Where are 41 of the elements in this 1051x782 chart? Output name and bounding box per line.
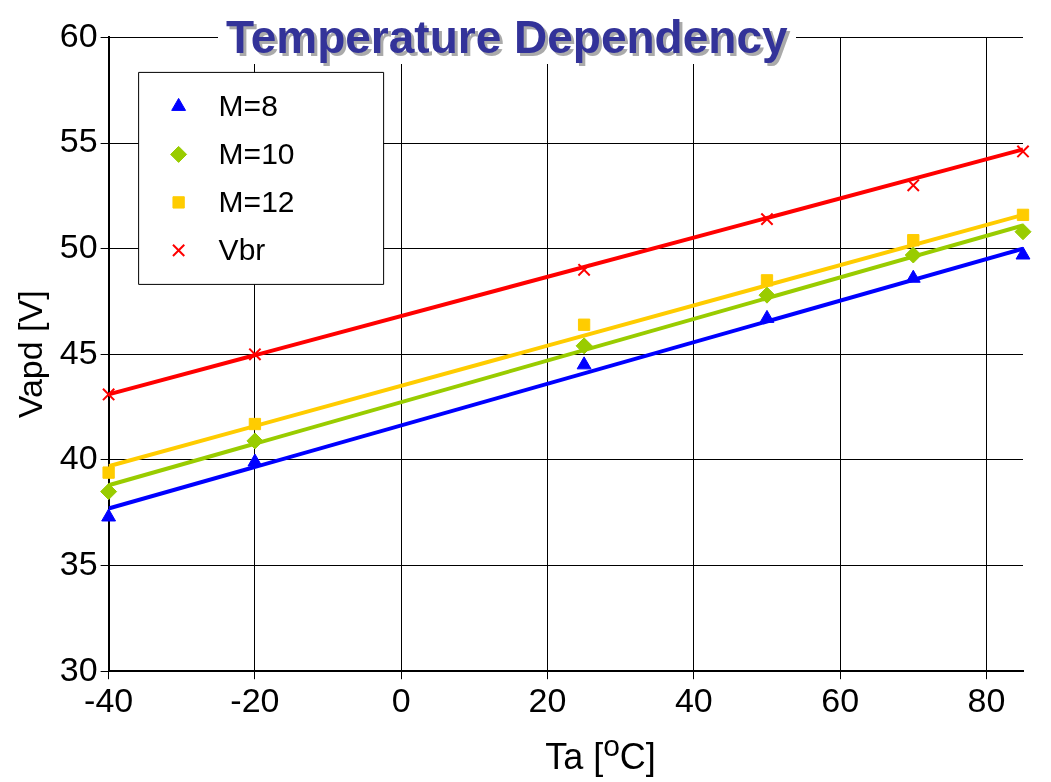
point: [1014, 223, 1032, 241]
point: [758, 286, 776, 304]
y-axis-title: Vapd [V]: [10, 290, 49, 419]
point: [101, 387, 116, 402]
legend-label: M=10: [218, 136, 295, 170]
point: [246, 432, 264, 450]
x-tick-label: 80: [967, 680, 1006, 719]
legend-label: M=8: [218, 88, 278, 122]
x-tick-label: -20: [230, 680, 280, 719]
y-tick-label: 40: [59, 438, 98, 477]
chart-title: Temperature Dependency: [218, 10, 796, 64]
y-tick-label: 55: [59, 121, 98, 160]
point: [1016, 208, 1030, 222]
x-axis-title: Ta [$^{o}$C]: [544, 728, 657, 777]
point: [760, 212, 774, 226]
point: [1015, 246, 1031, 260]
point: [102, 466, 115, 479]
point: [907, 234, 920, 247]
point: [576, 356, 592, 370]
point: [247, 453, 263, 467]
point: [904, 246, 922, 264]
point: [577, 318, 591, 331]
x-tick-label: 40: [674, 680, 713, 719]
y-tick-label: 50: [59, 227, 98, 266]
x-tick-label: 20: [528, 680, 567, 719]
point: [248, 347, 262, 361]
point: [575, 337, 593, 355]
point: [760, 274, 774, 287]
y-tick-label: 35: [59, 543, 98, 582]
point: [101, 508, 117, 522]
point: [100, 483, 118, 501]
point: [248, 417, 262, 431]
y-tick-label: 60: [59, 15, 98, 54]
point: [1016, 144, 1030, 159]
legend-label: M=12: [218, 184, 295, 218]
x-tick-label: 60: [821, 680, 860, 719]
legend-label: Vbr: [218, 232, 266, 266]
point: [906, 178, 920, 192]
y-tick-label: 45: [59, 332, 98, 371]
x-tick-label: 0: [391, 680, 411, 719]
point: [577, 263, 591, 277]
